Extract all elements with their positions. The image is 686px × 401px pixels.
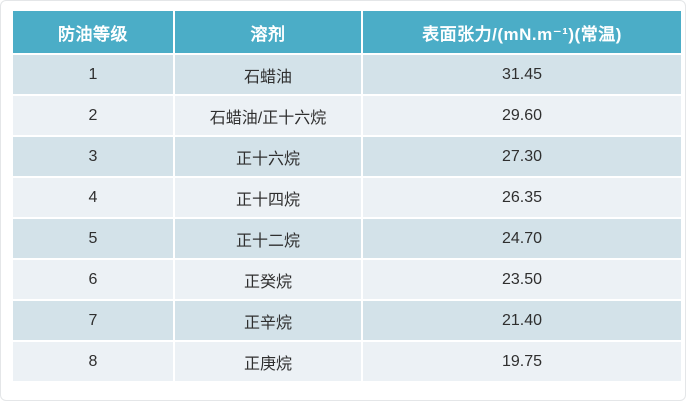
tension-cell: 19.75 [363,342,681,381]
oil-resistance-table: 防油等级 溶剂 表面张力/(mN.m⁻¹)(常温) 1 石蜡油 31.45 2 … [11,9,683,383]
grade-cell: 3 [13,137,173,176]
solvent-cell: 正十二烷 [175,219,361,258]
table-body: 1 石蜡油 31.45 2 石蜡油/正十六烷 29.60 3 正十六烷 27.3… [13,55,681,381]
table-row: 8 正庚烷 19.75 [13,342,681,381]
grade-cell: 4 [13,178,173,217]
tension-cell: 29.60 [363,96,681,135]
grade-cell: 5 [13,219,173,258]
table-row: 5 正十二烷 24.70 [13,219,681,258]
table-row: 7 正辛烷 21.40 [13,301,681,340]
solvent-cell: 石蜡油 [175,55,361,94]
col-header-surface-tension: 表面张力/(mN.m⁻¹)(常温) [363,11,681,53]
solvent-cell: 正十六烷 [175,137,361,176]
col-header-solvent: 溶剂 [175,11,361,53]
table-row: 2 石蜡油/正十六烷 29.60 [13,96,681,135]
tension-cell: 21.40 [363,301,681,340]
col-header-oil-grade: 防油等级 [13,11,173,53]
table-row: 6 正癸烷 23.50 [13,260,681,299]
solvent-cell: 石蜡油/正十六烷 [175,96,361,135]
tension-cell: 24.70 [363,219,681,258]
tension-cell: 31.45 [363,55,681,94]
solvent-cell: 正庚烷 [175,342,361,381]
grade-cell: 2 [13,96,173,135]
grade-cell: 6 [13,260,173,299]
tension-cell: 26.35 [363,178,681,217]
table-row: 1 石蜡油 31.45 [13,55,681,94]
table-row: 4 正十四烷 26.35 [13,178,681,217]
solvent-cell: 正辛烷 [175,301,361,340]
grade-cell: 1 [13,55,173,94]
tension-cell: 23.50 [363,260,681,299]
grade-cell: 8 [13,342,173,381]
solvent-cell: 正十四烷 [175,178,361,217]
grade-cell: 7 [13,301,173,340]
tension-cell: 27.30 [363,137,681,176]
table-row: 3 正十六烷 27.30 [13,137,681,176]
table-header-row: 防油等级 溶剂 表面张力/(mN.m⁻¹)(常温) [13,11,681,53]
solvent-cell: 正癸烷 [175,260,361,299]
